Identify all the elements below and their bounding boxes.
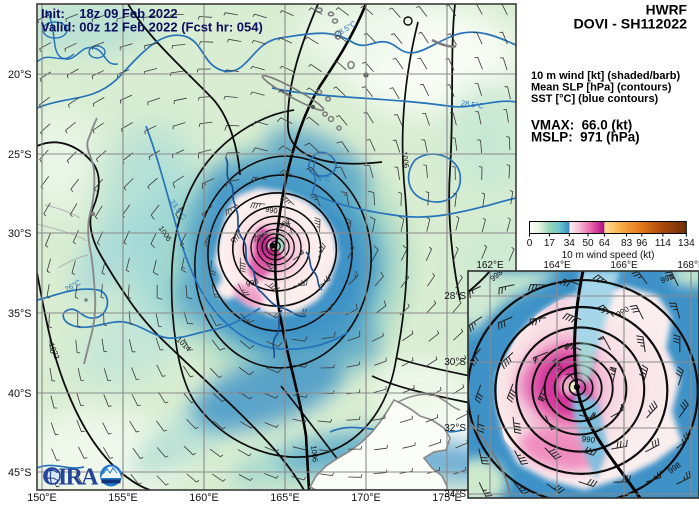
svg-text:50: 50 (582, 238, 594, 249)
svg-text:164°E: 164°E (543, 260, 571, 271)
svg-text:Valid: 00z 12 Feb 2022 (Fcst h: Valid: 00z 12 Feb 2022 (Fcst hr: 054) (41, 20, 263, 35)
svg-text:162°E: 162°E (476, 260, 504, 271)
svg-text:96: 96 (636, 238, 648, 249)
svg-text:0: 0 (527, 238, 533, 249)
svg-text:30°S: 30°S (8, 228, 32, 240)
svg-text:DOVI - SH112022: DOVI - SH112022 (573, 17, 687, 33)
svg-text:64: 64 (599, 238, 611, 249)
svg-text:168°E: 168°E (677, 260, 699, 271)
svg-text:20°S: 20°S (8, 69, 32, 81)
svg-text:160°E: 160°E (189, 492, 219, 504)
svg-text:CIRA: CIRA (43, 465, 100, 491)
svg-text:175°E: 175°E (432, 492, 462, 504)
svg-text:28.5°C: 28.5°C (460, 98, 485, 110)
svg-text:10 m wind speed (kt): 10 m wind speed (kt) (562, 250, 655, 261)
svg-text:134: 134 (678, 238, 695, 249)
svg-text:17: 17 (544, 238, 556, 249)
svg-text:165°E: 165°E (270, 492, 300, 504)
svg-text:170°E: 170°E (351, 492, 381, 504)
svg-text:990: 990 (581, 434, 596, 445)
svg-text:SST [°C] (blue contours): SST [°C] (blue contours) (531, 93, 659, 105)
svg-text:35°S: 35°S (8, 308, 32, 320)
svg-text:150°E: 150°E (27, 492, 57, 504)
svg-text:83: 83 (621, 238, 633, 249)
svg-text:990: 990 (264, 205, 278, 216)
svg-text:32°S: 32°S (444, 423, 466, 434)
svg-text:34: 34 (564, 238, 576, 249)
svg-text:166°E: 166°E (610, 260, 638, 271)
svg-text:40°S: 40°S (8, 388, 32, 400)
svg-text:45°S: 45°S (8, 467, 32, 479)
svg-text:30°S: 30°S (444, 357, 466, 368)
svg-text:Mean SLP [hPa] (contours): Mean SLP [hPa] (contours) (531, 82, 672, 94)
svg-text:1006: 1006 (400, 151, 411, 169)
svg-text:28°S: 28°S (444, 291, 466, 302)
svg-text:10 m wind [kt] (shaded/barb): 10 m wind [kt] (shaded/barb) (531, 70, 680, 82)
svg-text:1006: 1006 (309, 445, 320, 463)
svg-text:998: 998 (245, 276, 260, 288)
svg-text:VMAX: 66.0 (kt): VMAX: 66.0 (kt) (531, 118, 632, 133)
svg-text:MSLP: 971 (hPa): MSLP: 971 (hPa) (531, 130, 640, 145)
svg-text:114: 114 (655, 238, 671, 249)
svg-text:Init: 18z 09 Feb 2022: Init: 18z 09 Feb 2022 (41, 6, 178, 21)
svg-text:34°S: 34°S (444, 489, 466, 500)
svg-text:28°C: 28°C (313, 173, 331, 183)
svg-text:155°E: 155°E (108, 492, 138, 504)
svg-text:25°S: 25°S (8, 149, 32, 161)
svg-text:HWRF: HWRF (646, 3, 687, 18)
